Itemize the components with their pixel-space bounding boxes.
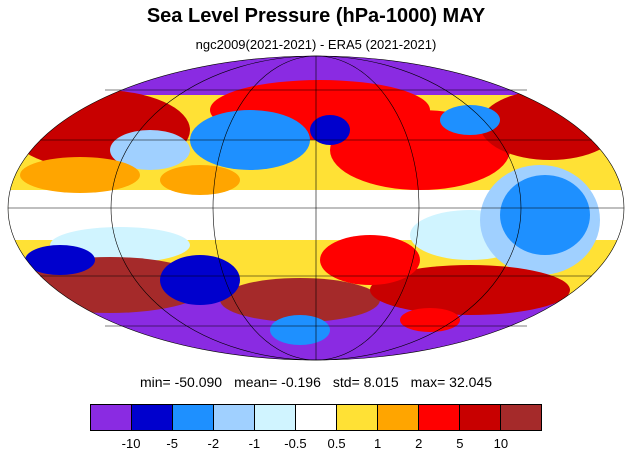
colorbar-swatch	[460, 405, 501, 430]
graticule	[7, 55, 625, 361]
colorbar-labels: -10 -5 -2 -1 -0.5 0.5 1 2 5 10	[90, 436, 542, 454]
colorbar-tick-label: -10	[121, 436, 141, 451]
colorbar-tick-label: 1	[374, 436, 382, 451]
colorbar-tick-label: 5	[456, 436, 464, 451]
colorbar-tick-label: 10	[493, 436, 509, 451]
colorbar	[90, 404, 542, 431]
colorbar-swatch	[419, 405, 460, 430]
colorbar-tick-label: 0.5	[327, 436, 346, 451]
colorbar-swatch	[214, 405, 255, 430]
colorbar-swatch	[501, 405, 541, 430]
stat-max: max= 32.045	[410, 374, 493, 390]
colorbar-swatch	[337, 405, 378, 430]
colorbar-tick-label: -2	[207, 436, 220, 451]
map-subtitle: ngc2009(2021-2021) - ERA5 (2021-2021)	[195, 37, 437, 52]
colorbar-tick-label: 2	[415, 436, 423, 451]
colorbar-swatch	[296, 405, 337, 430]
colorbar-swatch	[132, 405, 173, 430]
colorbar-swatch	[378, 405, 419, 430]
statistics-line: min= -50.090 mean= -0.196 std= 8.015 max= 3…	[0, 374, 632, 390]
stat-std: std= 8.015	[332, 374, 399, 390]
colorbar-tick-label: -1	[248, 436, 261, 451]
colorbar-swatch	[173, 405, 214, 430]
colorbar-tick-label: -5	[166, 436, 178, 451]
colorbar-tick-label: -0.5	[284, 436, 307, 451]
map-title: Sea Level Pressure (hPa-1000) MAY	[146, 5, 486, 27]
stat-mean: mean= -0.196	[234, 374, 321, 390]
colorbar-swatch	[255, 405, 296, 430]
stat-min: min= -50.090	[139, 374, 223, 390]
colorbar-swatch	[91, 405, 132, 430]
